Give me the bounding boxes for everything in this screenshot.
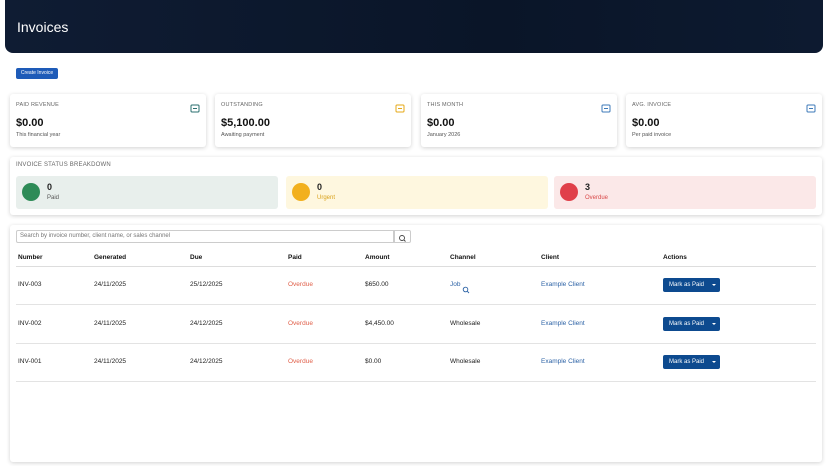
header-rule [16,266,816,267]
status-label: Paid [47,195,60,201]
cell[interactable]: Example Client [541,281,585,288]
row-rule [16,304,816,305]
header [5,0,823,53]
stat-note: This financial year [16,132,61,138]
status-count: 3 [585,182,591,192]
icon [601,104,611,113]
cell: $650.00 [365,281,389,288]
job-icon [462,281,470,299]
search-input[interactable] [16,230,394,243]
cell: Wholesale [450,319,481,327]
mark-paid-label: Mark as Paid [669,320,705,327]
column-header: Generated [94,254,127,261]
stat-note: January 2026 [427,132,461,138]
cell: 24/11/2025 [94,281,127,288]
stat-label: AVG. INVOICE [632,102,672,108]
stat-label: THIS MONTH [427,102,464,108]
stat-value: $0.00 [16,117,44,129]
cell: $0.00 [365,358,382,365]
stat-value: $0.00 [632,117,660,129]
cell: 25/12/2025 [190,281,223,288]
status-icon [292,183,310,201]
status-label: Overdue [585,195,609,201]
cell: 24/12/2025 [190,358,223,365]
icon [462,286,470,294]
mark-paid-button[interactable] [663,278,720,292]
stat-icon [601,100,611,113]
cell: $4,450.00 [365,319,394,327]
column-header: Number [18,254,43,261]
stat-label: PAID REVENUE [16,102,59,108]
create-button[interactable]: Create Invoice [16,68,58,79]
column-header: Due [190,254,203,261]
cell: 24/11/2025 [94,319,127,327]
status-box [16,176,278,209]
cell: INV-003 [18,281,42,288]
stat-card [421,94,617,147]
column-header: Amount [365,254,390,261]
status-count: 0 [47,182,53,192]
icon [806,104,816,113]
search-placeholder: Search by invoice number, client name, o… [20,233,171,239]
stat-icon [190,100,200,113]
cell: Wholesale [450,358,481,365]
dropdown-caret [712,361,716,363]
column-header: Client [541,254,560,261]
cell[interactable]: Job [450,281,461,288]
mark-paid-button[interactable] [663,316,720,331]
stat-card [215,94,411,147]
mark-paid-label: Mark as Paid [669,359,705,365]
cell[interactable]: Example Client [541,319,585,327]
dropdown-caret [712,284,716,286]
dropdown-caret [712,322,716,325]
column-header: Channel [450,254,476,261]
mark-paid-label: Mark as Paid [669,282,705,288]
stat-note: Awaiting payment [221,132,265,138]
stat-card [626,94,822,147]
column-header: Paid [288,254,302,261]
search-icon [399,235,406,242]
status-box [286,176,548,209]
search-button[interactable] [394,230,411,243]
breakdown-title: INVOICE STATUS BREAKDOWN [16,162,111,168]
row-rule [16,342,816,344]
cell: INV-001 [18,358,42,365]
column-header: Actions [663,254,687,261]
icon [190,104,200,113]
table-panel [10,225,822,462]
cell: Overdue [288,319,313,327]
stat-icon [806,100,816,113]
status-label: Urgent [317,195,336,201]
row-rule [16,381,816,382]
cell: 24/11/2025 [94,358,127,365]
cell: INV-002 [18,319,42,327]
cell[interactable]: Example Client [541,358,585,365]
icon [395,104,405,113]
page-title: Invoices [17,19,69,35]
stat-value: $0.00 [427,117,455,129]
mark-paid-button[interactable] [663,355,720,369]
cell: Overdue [288,358,313,365]
stat-label: OUTSTANDING [221,102,263,108]
stat-icon [395,100,405,113]
status-count: 0 [317,182,323,192]
cell: Overdue [288,281,313,288]
stat-card [10,94,206,147]
status-icon [22,183,40,201]
cell: 24/12/2025 [190,319,223,327]
status-icon [560,183,578,201]
stat-value: $5,100.00 [221,117,270,129]
stat-note: Per paid invoice [632,132,672,138]
status-box [554,176,816,209]
